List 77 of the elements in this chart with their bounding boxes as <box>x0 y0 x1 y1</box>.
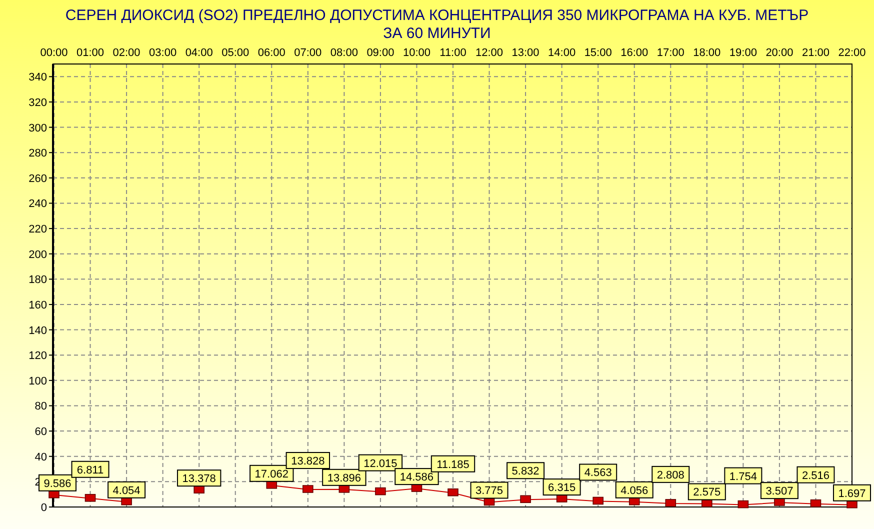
y-tick-label: 320 <box>28 96 47 109</box>
y-tick-label: 160 <box>28 299 47 312</box>
data-label: 1.697 <box>838 488 866 500</box>
point <box>592 496 604 505</box>
data-label: 3.775 <box>476 485 504 498</box>
x-tick-label: 11:00 <box>440 47 466 59</box>
y-tick-label: 200 <box>28 248 47 261</box>
point <box>121 497 132 506</box>
x-tick-label: 22:00 <box>838 47 866 59</box>
x-tick-label: 15:00 <box>584 47 612 59</box>
x-tick-label: 18:00 <box>693 47 721 59</box>
data-label: 2.516 <box>802 470 830 482</box>
data-label: 1.754 <box>729 470 757 483</box>
y-tick-label: 180 <box>28 274 47 286</box>
data-label: 14.586 <box>400 472 434 484</box>
data-label: 11.185 <box>436 458 470 471</box>
x-tick-label: 07:00 <box>294 47 322 59</box>
data-label: 9.586 <box>44 478 72 490</box>
point <box>375 487 386 496</box>
point <box>448 488 458 496</box>
x-tick-label: 04:00 <box>185 47 213 59</box>
y-tick-label: 240 <box>28 198 47 210</box>
x-tick-label: 14:00 <box>548 47 576 59</box>
x-tick-label: 02:00 <box>112 47 140 59</box>
data-label: 6.315 <box>548 482 576 494</box>
y-tick-label: 280 <box>28 148 47 160</box>
data-label: 6.811 <box>76 464 104 476</box>
y-tick-label: 220 <box>28 224 47 236</box>
point <box>738 500 749 508</box>
x-tick-label: 08:00 <box>330 47 358 59</box>
x-tick-label: 05:00 <box>222 47 250 59</box>
x-tick-label: 20:00 <box>766 47 794 59</box>
point <box>302 485 314 493</box>
chart-title: СЕРЕН ДИОКСИД (SO2) ПРЕДЕЛНО ДОПУСТИМА КОНЦЕНТРАЦИЯ 350 МИКРОГРАМА НА КУБ. МЕТЪР ЗА 60 МИНУТИ <box>65 7 809 42</box>
data-label: 13.378 <box>182 473 216 486</box>
point <box>84 494 96 502</box>
x-tick-label: 17:00 <box>656 47 684 59</box>
data-label: 5.832 <box>512 466 540 478</box>
data-label: 12.015 <box>364 458 398 470</box>
y-tick-label: 100 <box>28 375 47 388</box>
data-label: 4.054 <box>112 484 140 497</box>
y-tick-label: 0 <box>40 502 47 514</box>
data-label: 13.828 <box>291 456 325 468</box>
data-label: 4.563 <box>584 467 612 480</box>
x-tick-label: 16:00 <box>620 47 648 59</box>
y-tick-label: 60 <box>34 426 47 438</box>
y-tick-label: 120 <box>28 350 47 362</box>
data-label: 17.062 <box>254 468 288 480</box>
y-tick-label: 140 <box>28 324 47 337</box>
data-label: 3.507 <box>766 486 794 498</box>
point <box>48 490 60 498</box>
point <box>810 499 822 508</box>
y-tick-label: 260 <box>28 172 47 185</box>
x-tick-label: 06:00 <box>258 47 286 59</box>
y-tick-label: 340 <box>28 72 47 84</box>
x-tick-label: 09:00 <box>366 47 394 59</box>
point <box>846 500 858 508</box>
x-tick-label: 00:00 <box>40 47 68 59</box>
data-label: 2.808 <box>656 469 684 482</box>
data-label: 2.575 <box>693 486 721 499</box>
x-tick-label: 10:00 <box>402 47 430 59</box>
x-tick-label: 03:00 <box>149 47 177 59</box>
point <box>702 499 712 508</box>
data-label: 13.896 <box>327 472 362 484</box>
point <box>520 495 531 504</box>
point <box>628 497 640 506</box>
y-tick-label: 40 <box>34 451 47 464</box>
data-label: 4.056 <box>620 484 648 497</box>
x-tick-label: 12:00 <box>476 47 504 59</box>
x-tick-label: 19:00 <box>729 47 757 59</box>
point <box>774 498 785 506</box>
x-tick-label: 01:00 <box>76 47 104 59</box>
x-tick-label: 13:00 <box>512 47 540 59</box>
y-tick-label: 300 <box>28 122 47 134</box>
x-tick-label: 21:00 <box>802 47 830 59</box>
point <box>194 486 204 494</box>
y-tick-label: 80 <box>34 400 47 413</box>
